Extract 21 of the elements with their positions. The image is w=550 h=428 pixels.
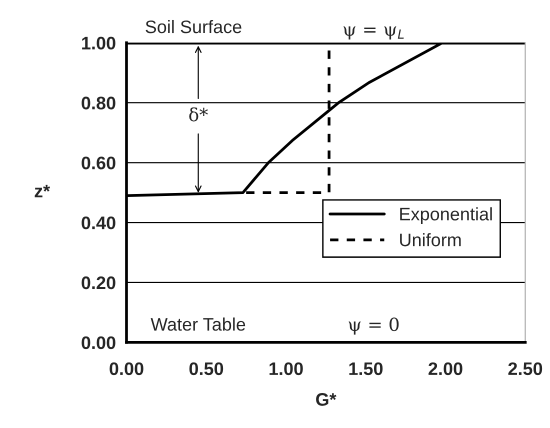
annotation: δ* bbox=[189, 107, 208, 122]
x-axis-title: G* bbox=[316, 393, 336, 406]
x-tick-label: 0.00 bbox=[110, 362, 144, 376]
text: ψ = ψ$_{L}$ bbox=[344, 26, 404, 40]
y-tick-label: 1.00 bbox=[82, 36, 116, 50]
legend-label: Exponential bbox=[400, 207, 492, 224]
legend-label: Uniform bbox=[400, 233, 461, 246]
x-tick-label: 2.00 bbox=[428, 362, 462, 376]
x-tick-label: 0.50 bbox=[189, 362, 224, 376]
y-tick-label: 0.20 bbox=[82, 276, 116, 290]
x-tick-label: 1.50 bbox=[349, 362, 383, 376]
x-tick-label: 1.00 bbox=[270, 362, 303, 376]
annotation: ψ = 0 bbox=[348, 318, 399, 335]
y-tick-label: 0.40 bbox=[82, 216, 116, 230]
ref-line-label: Soil Surface bbox=[146, 20, 242, 34]
y-axis-title: z* bbox=[34, 184, 50, 198]
y-tick-label: 0.00 bbox=[82, 336, 116, 350]
y-tick-label: 0.80 bbox=[82, 96, 116, 110]
x-tick-label: 2.50 bbox=[508, 362, 542, 376]
y-tick-label: 0.60 bbox=[82, 156, 116, 170]
annotation: Water Table bbox=[150, 318, 246, 331]
